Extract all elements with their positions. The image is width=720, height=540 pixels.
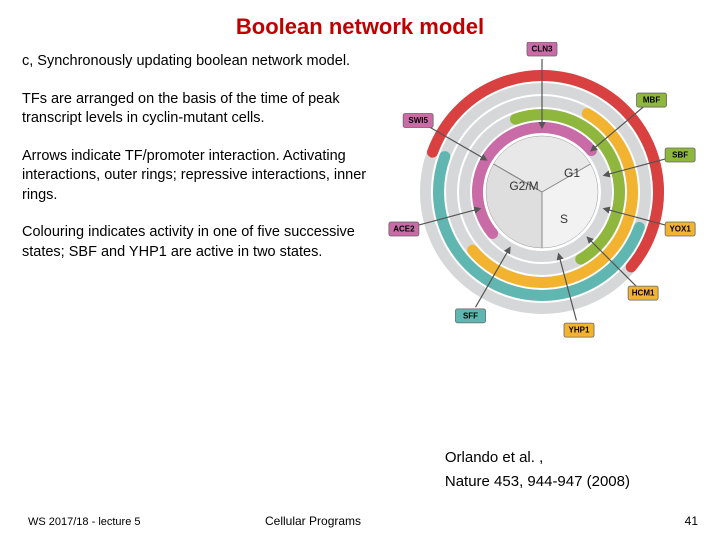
paragraph-2: TFs are arranged on the basis of the tim… bbox=[22, 90, 382, 129]
svg-text:G2/M: G2/M bbox=[509, 179, 538, 193]
svg-text:YHP1: YHP1 bbox=[569, 326, 590, 335]
text-column: c, Synchronously updating boolean networ… bbox=[22, 52, 382, 372]
svg-text:CLN3: CLN3 bbox=[532, 45, 553, 54]
paragraph-4: Colouring indicates activity in one of f… bbox=[22, 223, 382, 262]
footer-center: Cellular Programs bbox=[265, 514, 361, 528]
svg-text:MBF: MBF bbox=[643, 96, 660, 105]
svg-text:ACE2: ACE2 bbox=[393, 225, 415, 234]
footer-right: 41 bbox=[685, 514, 698, 528]
svg-text:SFF: SFF bbox=[463, 311, 478, 320]
svg-text:HCM1: HCM1 bbox=[632, 289, 655, 298]
content-row: c, Synchronously updating boolean networ… bbox=[0, 40, 720, 372]
citation-line2: Nature 453, 944-947 (2008) bbox=[445, 470, 630, 494]
svg-text:SWI5: SWI5 bbox=[408, 116, 428, 125]
title-text: Boolean network model bbox=[236, 14, 484, 39]
citation-line1: Orlando et al. , bbox=[445, 446, 630, 470]
paragraph-1: c, Synchronously updating boolean networ… bbox=[22, 52, 382, 72]
footer-left: WS 2017/18 - lecture 5 bbox=[28, 516, 141, 528]
svg-text:G1: G1 bbox=[564, 166, 580, 180]
page-title: Boolean network model bbox=[0, 0, 720, 40]
svg-text:SBF: SBF bbox=[672, 151, 688, 160]
network-diagram: G2/M G1 S CLN3 MBF SBF YOX1 HCM1 YHP1 SFF ACE2 SWI5 bbox=[382, 42, 712, 352]
diagram-column: G2/MG1SCLN3MBFSBFYOX1HCM1YHP1SFFACE2SWI5 bbox=[382, 52, 700, 372]
svg-text:S: S bbox=[560, 212, 568, 226]
paragraph-3: Arrows indicate TF/promoter interaction.… bbox=[22, 147, 382, 206]
svg-text:YOX1: YOX1 bbox=[669, 225, 691, 234]
citation: Orlando et al. , Nature 453, 944-947 (20… bbox=[445, 446, 630, 494]
